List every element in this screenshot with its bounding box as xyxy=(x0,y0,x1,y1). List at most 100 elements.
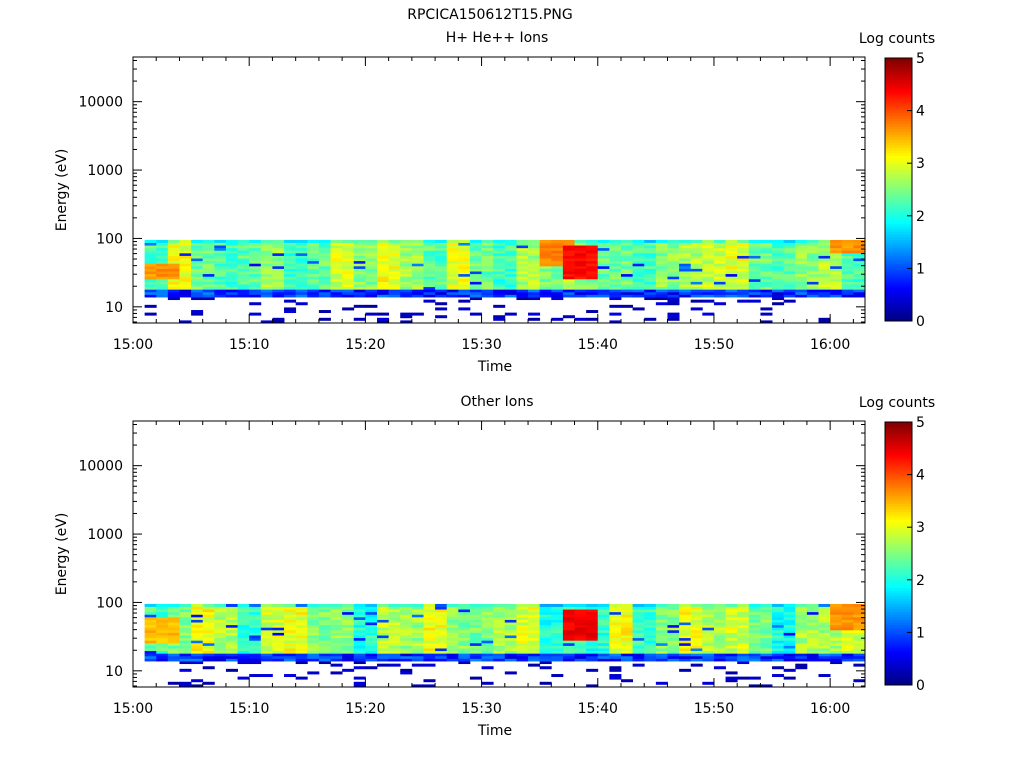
heatmap-cell xyxy=(249,629,262,633)
heatmap-cell xyxy=(330,645,343,649)
heatmap-cell xyxy=(388,278,401,282)
colorbar-segment xyxy=(885,524,912,528)
heatmap-cell xyxy=(667,302,680,306)
heatmap-cell xyxy=(539,661,552,665)
heatmap-cell xyxy=(621,606,634,610)
heatmap-cell xyxy=(330,265,343,269)
heatmap-cell xyxy=(353,603,366,607)
heatmap-cell xyxy=(214,645,227,649)
heatmap-cell xyxy=(586,668,599,672)
heatmap-cell xyxy=(469,609,482,613)
heatmap-cell xyxy=(435,250,448,254)
heatmap-cell xyxy=(795,642,808,646)
heatmap-cell xyxy=(202,260,215,264)
heatmap-cell xyxy=(783,284,796,288)
heatmap-cell xyxy=(144,622,157,626)
y-tick-label: 100 xyxy=(96,595,123,611)
colorbar-segment xyxy=(885,479,912,483)
heatmap-cell xyxy=(818,294,831,298)
heatmap-cell xyxy=(760,614,773,618)
heatmap-cell xyxy=(377,616,390,620)
heatmap-cell xyxy=(772,653,785,657)
heatmap-cell xyxy=(783,242,796,246)
heatmap-cell xyxy=(806,294,819,298)
y-tick-label: 1000 xyxy=(87,163,123,179)
heatmap-cell xyxy=(144,632,157,636)
heatmap-cell xyxy=(179,276,192,280)
heatmap-cell xyxy=(249,239,262,243)
heatmap-cell xyxy=(388,281,401,285)
heatmap-cell xyxy=(690,611,703,615)
heatmap-cell xyxy=(191,245,204,249)
heatmap-cell xyxy=(318,655,331,659)
heatmap-cell xyxy=(597,247,610,251)
heatmap-cell xyxy=(365,252,378,256)
colorbar-segment xyxy=(885,590,912,594)
colorbar-segment xyxy=(885,273,912,277)
heatmap-cell xyxy=(737,645,750,649)
heatmap-cell xyxy=(260,260,273,264)
heatmap-cell xyxy=(435,632,448,636)
heatmap-cell xyxy=(225,263,238,267)
heatmap-cell xyxy=(167,635,180,639)
heatmap-cell xyxy=(260,637,273,641)
heatmap-cell xyxy=(458,239,471,243)
heatmap-cell xyxy=(167,624,180,628)
heatmap-cell xyxy=(411,294,424,298)
heatmap-cell xyxy=(539,611,552,615)
colorbar-segment xyxy=(885,147,912,151)
heatmap-cell xyxy=(748,645,761,649)
heatmap-cell xyxy=(411,637,424,641)
heatmap-cell xyxy=(202,624,215,628)
heatmap-cell xyxy=(260,627,273,631)
heatmap-cell xyxy=(818,273,831,277)
heatmap-cell xyxy=(295,263,308,267)
x-tick-label: 15:40 xyxy=(578,701,618,717)
heatmap-cell xyxy=(655,606,668,610)
heatmap-cell xyxy=(574,655,587,659)
heatmap-cell xyxy=(783,632,796,636)
heatmap-cell xyxy=(330,284,343,288)
heatmap-cell xyxy=(144,658,157,662)
heatmap-cell xyxy=(249,650,262,654)
heatmap-cell xyxy=(562,294,575,298)
heatmap-cell xyxy=(737,265,750,269)
heatmap-cell xyxy=(539,281,552,285)
colorbar-segment xyxy=(885,194,912,198)
x-tick-label: 15:30 xyxy=(461,337,501,353)
heatmap-cell xyxy=(307,265,320,269)
heatmap-cell xyxy=(632,611,645,615)
heatmap-cell xyxy=(353,317,366,321)
heatmap-cell xyxy=(795,242,808,246)
colorbar-tick-label: 5 xyxy=(916,415,925,431)
heatmap-cell xyxy=(574,603,587,607)
heatmap-cell xyxy=(772,252,785,256)
heatmap-cell xyxy=(841,622,854,626)
heatmap-cell xyxy=(528,609,541,613)
heatmap-cell xyxy=(214,611,227,615)
heatmap-cell xyxy=(818,624,831,628)
heatmap-cell xyxy=(504,609,517,613)
heatmap-cell xyxy=(469,606,482,610)
heatmap-cell xyxy=(365,273,378,277)
heatmap-cell xyxy=(400,632,413,636)
heatmap-cell xyxy=(481,281,494,285)
heatmap-cell xyxy=(144,609,157,613)
heatmap-cell xyxy=(272,281,285,285)
heatmap-cell xyxy=(191,606,204,610)
heatmap-cell xyxy=(330,281,343,285)
heatmap-cell xyxy=(167,252,180,256)
heatmap-cell xyxy=(830,258,843,262)
heatmap-cell xyxy=(481,650,494,654)
heatmap-cell xyxy=(179,252,192,256)
heatmap-cell xyxy=(237,242,250,246)
heatmap-cell xyxy=(388,637,401,641)
heatmap-cell xyxy=(655,645,668,649)
heatmap-cell xyxy=(516,632,529,636)
heatmap-cell xyxy=(853,281,866,285)
heatmap-cell xyxy=(597,648,610,652)
heatmap-cell xyxy=(667,239,680,243)
heatmap-cell xyxy=(481,606,494,610)
heatmap-cell xyxy=(609,242,622,246)
